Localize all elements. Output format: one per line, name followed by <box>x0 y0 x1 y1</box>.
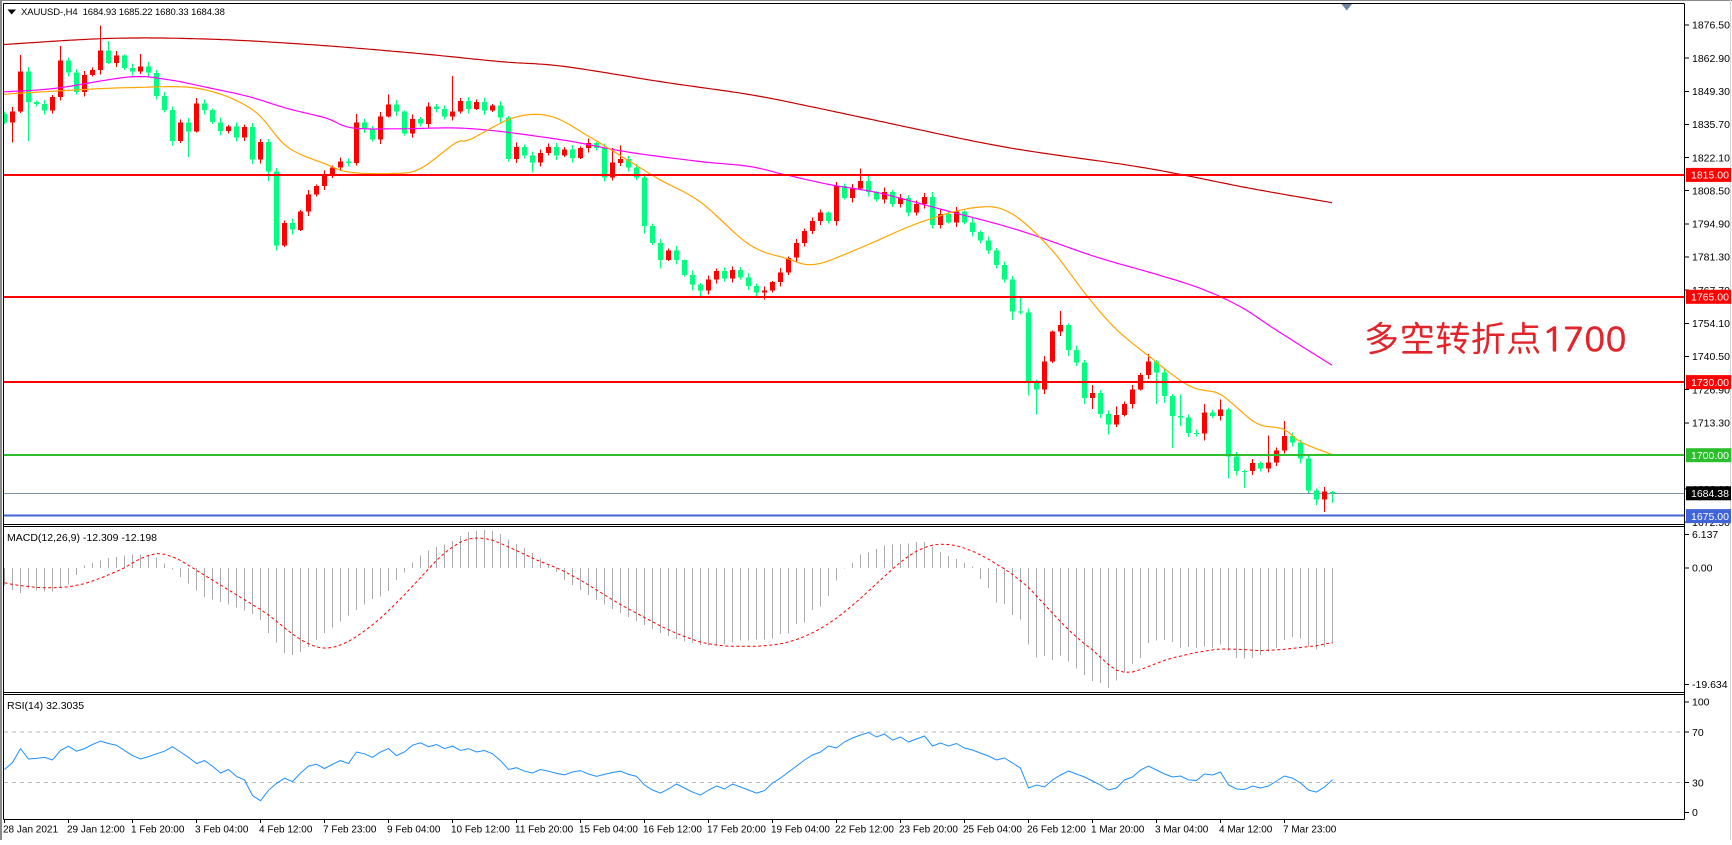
svg-text:70: 70 <box>1692 727 1704 739</box>
svg-text:1675.00: 1675.00 <box>1691 511 1729 523</box>
svg-text:0.00: 0.00 <box>1692 563 1713 575</box>
svg-text:1754.10: 1754.10 <box>1692 318 1730 330</box>
svg-text:0: 0 <box>1692 807 1698 819</box>
svg-text:1684.38: 1684.38 <box>1691 488 1729 500</box>
svg-text:16 Feb 12:00: 16 Feb 12:00 <box>643 825 702 836</box>
svg-text:3 Feb 04:00: 3 Feb 04:00 <box>195 825 249 836</box>
svg-text:19 Feb 04:00: 19 Feb 04:00 <box>771 825 830 836</box>
svg-text:1849.30: 1849.30 <box>1692 86 1730 98</box>
svg-text:-19.634: -19.634 <box>1692 679 1728 691</box>
svg-text:29 Jan 12:00: 29 Jan 12:00 <box>67 825 125 836</box>
svg-text:1876.50: 1876.50 <box>1692 20 1730 32</box>
svg-text:26 Feb 12:00: 26 Feb 12:00 <box>1027 825 1086 836</box>
svg-text:1713.30: 1713.30 <box>1692 418 1730 430</box>
svg-text:7 Mar 23:00: 7 Mar 23:00 <box>1283 825 1337 836</box>
svg-text:10 Feb 12:00: 10 Feb 12:00 <box>451 825 510 836</box>
svg-text:4 Feb 12:00: 4 Feb 12:00 <box>259 825 313 836</box>
svg-text:15 Feb 04:00: 15 Feb 04:00 <box>579 825 638 836</box>
svg-text:23 Feb 20:00: 23 Feb 20:00 <box>899 825 958 836</box>
svg-text:1 Feb 20:00: 1 Feb 20:00 <box>131 825 185 836</box>
svg-text:RSI(14) 32.3035: RSI(14) 32.3035 <box>7 700 84 712</box>
svg-text:1862.90: 1862.90 <box>1692 53 1730 65</box>
svg-text:1730.00: 1730.00 <box>1691 377 1729 389</box>
svg-text:9 Feb 04:00: 9 Feb 04:00 <box>387 825 441 836</box>
svg-text:1808.50: 1808.50 <box>1692 185 1730 197</box>
svg-text:1765.00: 1765.00 <box>1691 292 1729 304</box>
svg-text:XAUUSD-,H4 1684.93 1685.22 16: XAUUSD-,H4 1684.93 1685.22 1680.33 1684.… <box>21 7 225 18</box>
svg-text:MACD(12,26,9) -12.309 -12.198: MACD(12,26,9) -12.309 -12.198 <box>7 532 157 544</box>
svg-text:7 Feb 23:00: 7 Feb 23:00 <box>323 825 377 836</box>
svg-text:1700.00: 1700.00 <box>1691 450 1729 462</box>
svg-text:22 Feb 12:00: 22 Feb 12:00 <box>835 825 894 836</box>
svg-text:11 Feb 20:00: 11 Feb 20:00 <box>515 825 574 836</box>
svg-text:30: 30 <box>1692 777 1704 789</box>
svg-text:1815.00: 1815.00 <box>1691 170 1729 182</box>
svg-text:28 Jan 2021: 28 Jan 2021 <box>3 825 58 836</box>
svg-text:1822.10: 1822.10 <box>1692 152 1730 164</box>
svg-text:4 Mar 12:00: 4 Mar 12:00 <box>1219 825 1273 836</box>
svg-text:1794.90: 1794.90 <box>1692 219 1730 231</box>
svg-text:1740.50: 1740.50 <box>1692 351 1730 363</box>
svg-text:100: 100 <box>1692 697 1710 709</box>
svg-text:3 Mar 04:00: 3 Mar 04:00 <box>1155 825 1209 836</box>
svg-text:25 Feb 04:00: 25 Feb 04:00 <box>963 825 1022 836</box>
svg-text:1835.70: 1835.70 <box>1692 119 1730 131</box>
svg-text:1781.30: 1781.30 <box>1692 252 1730 264</box>
svg-text:6.137: 6.137 <box>1692 529 1718 541</box>
svg-text:1 Mar 20:00: 1 Mar 20:00 <box>1091 825 1145 836</box>
svg-text:17 Feb 20:00: 17 Feb 20:00 <box>707 825 766 836</box>
